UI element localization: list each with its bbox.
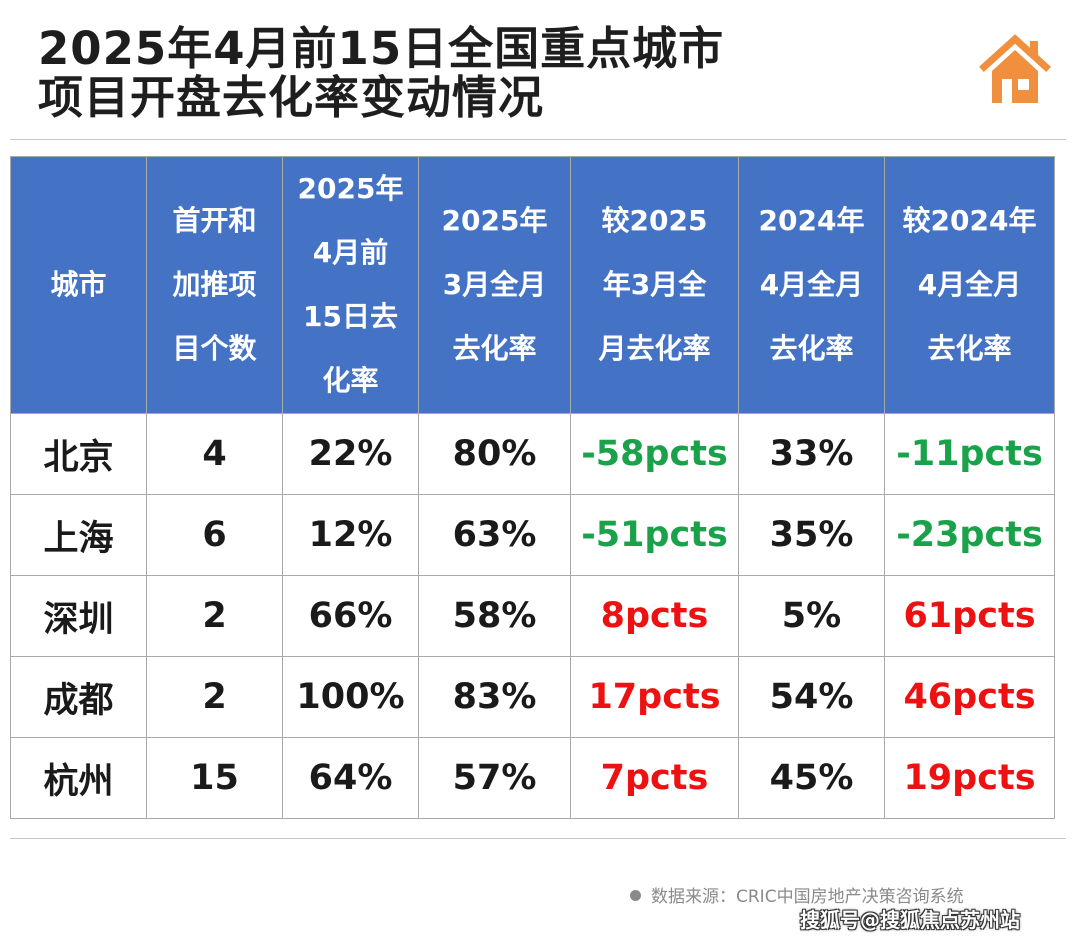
cell-rate-apr-2025: 64% xyxy=(282,737,419,819)
cell-chg-mar-2025: 17pcts xyxy=(570,656,739,738)
cell-chg-apr-2024: -23pcts xyxy=(884,494,1055,576)
cell-projects: 2 xyxy=(146,575,283,657)
cell-rate-mar-2025: 57% xyxy=(418,737,571,819)
cell-projects: 15 xyxy=(146,737,283,819)
table-row: 北京 4 22% 80% -58pcts 33% -11pcts xyxy=(10,413,1055,495)
cell-rate-apr-2025: 22% xyxy=(282,413,419,495)
header-text: 2025年 xyxy=(441,204,548,237)
col-header-chg-apr-2024: 较2024年 4月全月 去化率 xyxy=(884,156,1055,414)
cell-chg-mar-2025: -58pcts xyxy=(570,413,739,495)
cell-rate-mar-2025: 83% xyxy=(418,656,571,738)
header-text: 去化率 xyxy=(452,332,537,365)
cell-rate-apr-2024: 45% xyxy=(738,737,885,819)
header-text: 月去化率 xyxy=(598,332,711,365)
header-text: 目个数 xyxy=(172,332,257,365)
title-line-2: 项目开盘去化率变动情况 xyxy=(38,71,545,124)
page-title: 2025年4月前15日全国重点城市 项目开盘去化率变动情况 xyxy=(38,24,724,122)
header-row: 城市 首开和 加推项 目个数 2025年 4月前 15日去 化率 2025年 3… xyxy=(10,156,1055,414)
col-header-rate-apr-2025: 2025年 4月前 15日去 化率 xyxy=(282,156,419,414)
cell-city: 深圳 xyxy=(10,575,147,657)
header-text: 加推项 xyxy=(172,268,257,301)
top-divider xyxy=(10,139,1066,140)
header-text: 3月全月 xyxy=(442,268,547,301)
cell-chg-mar-2025: 7pcts xyxy=(570,737,739,819)
header-text: 较2025 xyxy=(601,204,708,237)
header-text: 去化率 xyxy=(769,332,854,365)
bullet-dot-icon xyxy=(630,890,641,901)
cell-rate-apr-2024: 5% xyxy=(738,575,885,657)
header-text: 4月前 xyxy=(312,236,389,269)
data-source: 数据来源：CRIC中国房地产决策咨询系统 xyxy=(630,882,964,907)
header-text: 15日去 xyxy=(303,300,398,333)
table-row: 杭州 15 64% 57% 7pcts 45% 19pcts xyxy=(10,737,1055,819)
cell-chg-apr-2024: 19pcts xyxy=(884,737,1055,819)
cell-rate-apr-2025: 100% xyxy=(282,656,419,738)
cell-chg-mar-2025: 8pcts xyxy=(570,575,739,657)
col-header-chg-mar-2025: 较2025 年3月全 月去化率 xyxy=(570,156,739,414)
col-header-rate-apr-2024: 2024年 4月全月 去化率 xyxy=(738,156,885,414)
cell-rate-mar-2025: 63% xyxy=(418,494,571,576)
header-text: 年3月全 xyxy=(602,268,707,301)
cell-projects: 6 xyxy=(146,494,283,576)
cell-rate-apr-2024: 54% xyxy=(738,656,885,738)
header-text: 4月全月 xyxy=(917,268,1022,301)
cell-projects: 4 xyxy=(146,413,283,495)
title-line-1: 2025年4月前15日全国重点城市 xyxy=(38,22,725,75)
header-text: 化率 xyxy=(322,364,379,397)
cell-projects: 2 xyxy=(146,656,283,738)
cell-rate-apr-2025: 12% xyxy=(282,494,419,576)
watermark: 搜狐号@搜狐焦点苏州站 xyxy=(800,908,1020,932)
table-row: 深圳 2 66% 58% 8pcts 5% 61pcts xyxy=(10,575,1055,657)
header-text: 2025年 xyxy=(297,172,404,205)
table-row: 上海 6 12% 63% -51pcts 35% -23pcts xyxy=(10,494,1055,576)
data-table: 城市 首开和 加推项 目个数 2025年 4月前 15日去 化率 2025年 3… xyxy=(10,156,1055,819)
cell-city: 上海 xyxy=(10,494,147,576)
col-header-rate-mar-2025: 2025年 3月全月 去化率 xyxy=(418,156,571,414)
header-text: 4月全月 xyxy=(759,268,864,301)
cell-rate-apr-2024: 35% xyxy=(738,494,885,576)
col-header-projects: 首开和 加推项 目个数 xyxy=(146,156,283,414)
header-text: 较2024年 xyxy=(902,204,1037,237)
data-source-text: 数据来源：CRIC中国房地产决策咨询系统 xyxy=(651,887,964,907)
bottom-divider xyxy=(10,838,1066,839)
cell-chg-mar-2025: -51pcts xyxy=(570,494,739,576)
header-text: 去化率 xyxy=(927,332,1012,365)
header-text: 城市 xyxy=(50,268,107,301)
header-text: 2024年 xyxy=(758,204,865,237)
cell-city: 杭州 xyxy=(10,737,147,819)
cell-city: 成都 xyxy=(10,656,147,738)
cell-rate-mar-2025: 80% xyxy=(418,413,571,495)
cell-rate-apr-2025: 66% xyxy=(282,575,419,657)
cell-rate-apr-2024: 33% xyxy=(738,413,885,495)
cell-chg-apr-2024: 61pcts xyxy=(884,575,1055,657)
header-text: 首开和 xyxy=(172,204,257,237)
table-row: 成都 2 100% 83% 17pcts 54% 46pcts xyxy=(10,656,1055,738)
cell-chg-apr-2024: 46pcts xyxy=(884,656,1055,738)
col-header-city: 城市 xyxy=(10,156,147,414)
cell-chg-apr-2024: -11pcts xyxy=(884,413,1055,495)
cell-rate-mar-2025: 58% xyxy=(418,575,571,657)
house-logo-icon xyxy=(979,34,1051,103)
cell-city: 北京 xyxy=(10,413,147,495)
